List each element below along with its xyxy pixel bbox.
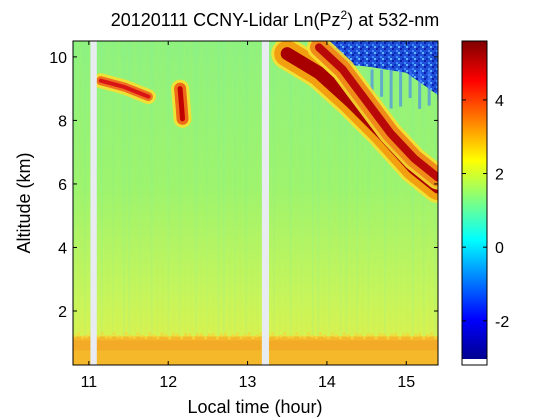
- y-axis-label: Altitude (km): [14, 152, 34, 253]
- x-tick-label: 12: [159, 374, 177, 391]
- y-tick-label: 4: [58, 240, 67, 257]
- y-tick-label: 6: [58, 177, 67, 194]
- x-tick-label: 11: [81, 374, 98, 391]
- noise-region: [326, 41, 438, 95]
- x-axis-label: Local time (hour): [187, 397, 322, 417]
- colorbar-tick-label: -2: [495, 314, 509, 331]
- x-tick-label: 15: [397, 374, 415, 391]
- cloud-layer-core: [177, 86, 185, 122]
- colorbar-frame: [461, 40, 488, 366]
- colorbar-tick-label: 4: [495, 93, 504, 110]
- plot-frame: [72, 40, 439, 366]
- chart-title: 20120111 CCNY-Lidar Ln(Pz2) at 532-nm: [111, 8, 440, 30]
- y-axis: 2 4 6 8 10: [49, 50, 438, 321]
- y-tick-label: 10: [49, 50, 67, 67]
- plot-area: [73, 41, 438, 365]
- colorbar-tick-label: 0: [495, 240, 504, 257]
- y-tick-label: 2: [58, 304, 67, 321]
- x-tick-label: 13: [239, 374, 257, 391]
- data-gap: [261, 41, 269, 365]
- x-axis: 11 12 13 14 15: [81, 41, 415, 391]
- data-gap: [90, 41, 97, 365]
- cloud-layer-core: [315, 43, 438, 182]
- x-tick-label: 14: [318, 374, 336, 391]
- y-tick-label: 8: [58, 113, 67, 130]
- cloud-layer-core: [98, 78, 151, 99]
- colorbar-tick-label: 2: [495, 167, 504, 184]
- chart-title-superscript: 2: [341, 8, 348, 22]
- colorbar-gradient: [462, 41, 487, 359]
- colorbar: -2 0 2 4: [461, 40, 509, 366]
